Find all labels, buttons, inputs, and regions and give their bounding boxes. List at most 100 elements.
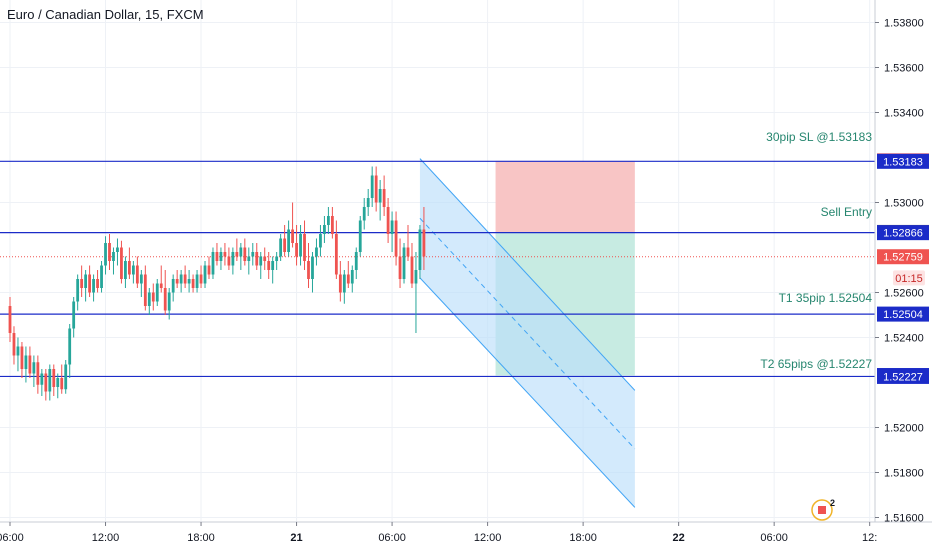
price-ticks: 1.53800 1.53600 1.53400 1.53000 1.52600 1.524… — [875, 18, 924, 525]
candle-body-80 — [327, 216, 330, 225]
candle-body-5 — [28, 355, 32, 374]
candle-body-90 — [366, 198, 370, 207]
candle-body-33 — [139, 274, 143, 284]
candle-body-62 — [255, 252, 259, 266]
candle-body-97 — [394, 220, 398, 257]
time-ticks: 06:00 12:00 18:00 21 06:00 12:00 18:00 22 06:00 1… — [0, 522, 877, 544]
flag-icon — [818, 506, 826, 514]
candle-body-67 — [275, 256, 279, 261]
price-label-4: 1.52759 — [883, 252, 923, 264]
candle-body-2 — [16, 346, 20, 356]
price-label-bg-4 — [877, 249, 929, 265]
candle-body-66 — [271, 261, 275, 270]
candle-body-84 — [342, 274, 346, 293]
candle-body-95 — [386, 207, 390, 234]
candle-body-99 — [402, 247, 406, 279]
candle-body-35 — [147, 292, 151, 306]
price-tick-label-1: 1.53600 — [884, 63, 924, 75]
candle-body-20 — [88, 274, 91, 293]
candle-body-44 — [183, 274, 187, 284]
candle-body-87 — [354, 252, 358, 270]
price-tick-label-4: 1.52600 — [884, 288, 924, 300]
horizontal-levels — [0, 160, 875, 378]
candle-body-24 — [104, 243, 107, 266]
candle-body-65 — [267, 261, 271, 270]
candle-body-36 — [151, 292, 155, 302]
candle-body-9 — [44, 373, 48, 392]
notification-badge[interactable]: 2 — [811, 498, 835, 521]
candle-body-3 — [20, 346, 24, 369]
candle-body-42 — [175, 279, 179, 284]
price-label-6: 1.52504 — [883, 309, 923, 321]
candle-body-17 — [76, 279, 80, 302]
candle-body-74 — [303, 234, 306, 261]
candle-body-71 — [291, 229, 294, 243]
candle-body-51 — [211, 252, 215, 275]
candle-body-55 — [227, 256, 231, 266]
candle-body-77 — [315, 247, 318, 257]
candle-body-6 — [32, 362, 36, 374]
candle-body-88 — [358, 220, 362, 252]
badge-count: 2 — [830, 498, 835, 508]
candle-body-52 — [215, 252, 219, 261]
candle-body-27 — [116, 247, 119, 252]
level-annotations: 30pip SL @1.53183 Sell Entry T1 35pip 1.… — [760, 130, 872, 371]
candle-body-46 — [191, 279, 195, 288]
candle-body-75 — [307, 261, 310, 279]
candle-body-58 — [239, 247, 243, 257]
candle-body-30 — [128, 261, 131, 275]
time-axis[interactable]: 06:00 12:00 18:00 21 06:00 12:00 18:00 22 06:00 1… — [0, 521, 932, 550]
time-tick-label-8: 06:00 — [760, 532, 788, 544]
candle-body-28 — [120, 247, 123, 279]
candle-body-91 — [370, 175, 374, 198]
candle-body-18 — [80, 279, 84, 288]
candle-body-43 — [179, 274, 183, 284]
candle-body-29 — [124, 261, 127, 279]
time-tick-label-7: 22 — [673, 532, 685, 544]
candle-body-21 — [92, 279, 95, 293]
candle-body-41 — [171, 279, 175, 293]
time-tick-label-2: 18:00 — [187, 532, 215, 544]
candle-body-11 — [52, 369, 56, 387]
candle-body-54 — [223, 252, 227, 257]
candle-body-72 — [295, 243, 298, 257]
candle-body-38 — [159, 283, 163, 288]
candle-body-23 — [100, 265, 103, 288]
entry-annotation: Sell Entry — [821, 205, 872, 219]
candle-body-103 — [418, 229, 422, 270]
price-labels: 1.531851.531831.528671.528661.5275901:15… — [877, 153, 929, 384]
candle-body-8 — [40, 373, 44, 385]
time-axis-background — [0, 522, 932, 550]
candle-body-82 — [334, 234, 338, 275]
price-label-3: 1.52866 — [883, 228, 923, 240]
candle-body-61 — [251, 252, 255, 257]
candle-body-32 — [135, 265, 139, 284]
candle-body-94 — [382, 189, 386, 207]
price-label-bg-8 — [877, 368, 929, 384]
price-label-5: 01:15 — [895, 273, 923, 285]
candle-body-40 — [167, 292, 171, 311]
sl-annotation: 30pip SL @1.53183 — [766, 130, 872, 144]
candlestick-series[interactable] — [8, 166, 426, 401]
candle-body-47 — [195, 274, 199, 288]
candle-body-83 — [338, 274, 342, 293]
candle-body-102 — [414, 270, 418, 284]
price-tick-label-7: 1.51800 — [884, 468, 924, 480]
candle-body-4 — [24, 355, 28, 369]
candle-body-31 — [131, 265, 135, 275]
candle-body-39 — [163, 288, 167, 311]
candle-body-25 — [108, 243, 111, 261]
candle-body-60 — [247, 256, 251, 261]
candle-body-68 — [279, 238, 283, 257]
candle-body-93 — [378, 189, 382, 203]
price-tick-label-2: 1.53400 — [884, 108, 924, 120]
candle-body-96 — [390, 220, 394, 234]
candle-body-86 — [350, 270, 354, 284]
chart-title: Euro / Canadian Dollar, 15, FXCM — [7, 7, 204, 22]
candle-body-10 — [48, 369, 52, 392]
candle-body-48 — [199, 274, 203, 284]
price-tick-label-0: 1.53800 — [884, 18, 924, 30]
candle-body-81 — [330, 216, 334, 234]
price-axis[interactable]: 1.53800 1.53600 1.53400 1.53000 1.52600 1.524… — [874, 0, 932, 525]
